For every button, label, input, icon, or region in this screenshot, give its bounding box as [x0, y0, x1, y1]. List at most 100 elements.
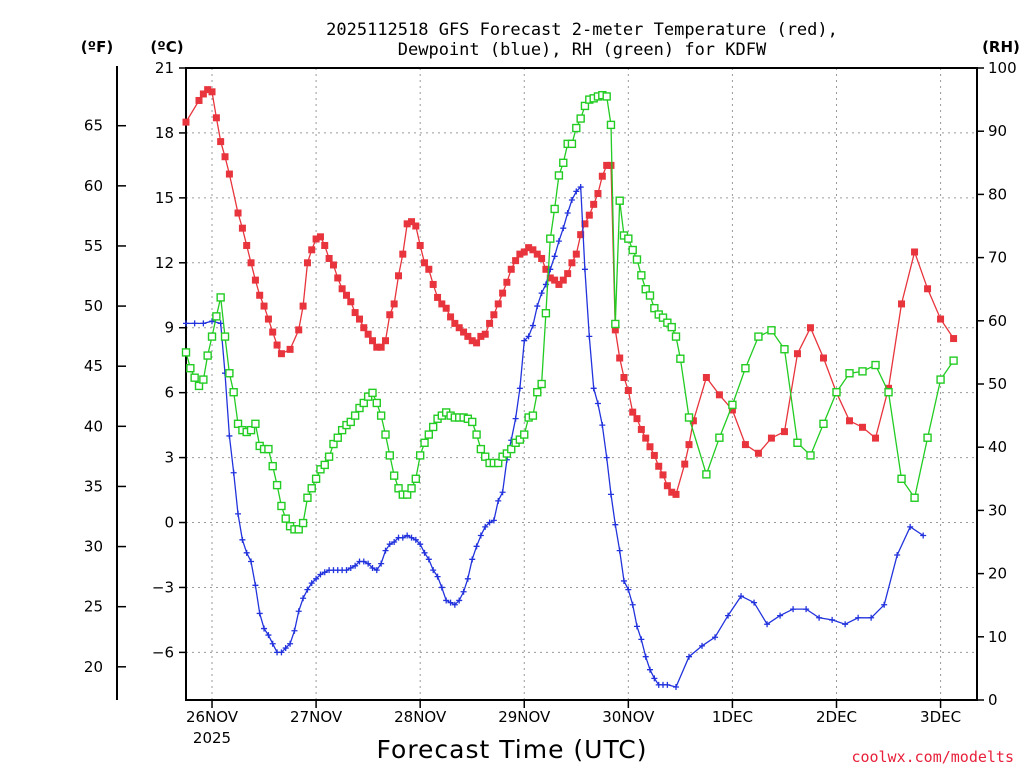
temperature-point — [503, 278, 511, 286]
dewpoint-point — [620, 577, 627, 584]
dewpoint-point — [300, 595, 307, 602]
dewpoint-point — [464, 575, 471, 582]
x-tick-label: 28NOV — [394, 708, 447, 726]
x-tick-label: 26NOV — [186, 708, 239, 726]
temperature-point — [568, 259, 576, 267]
temperature-point — [950, 335, 958, 343]
dewpoint-point — [430, 567, 437, 574]
temperature-point — [195, 96, 203, 104]
rh-point — [359, 398, 368, 408]
temperature-point — [685, 441, 693, 449]
rh-point — [207, 332, 217, 341]
rh-point — [225, 369, 234, 378]
dewpoint-point — [360, 558, 367, 565]
dewpoint-point — [317, 571, 324, 578]
temperature-point — [581, 220, 589, 228]
temperature-point — [429, 280, 437, 288]
rh-line — [185, 94, 955, 531]
rh-point — [277, 501, 286, 511]
dewpoint-series — [183, 184, 927, 691]
rh-point — [402, 490, 412, 499]
dewpoint-point — [686, 653, 693, 660]
dewpoint-point — [803, 606, 810, 613]
temperature-point — [351, 309, 359, 317]
fahrenheit-tick-label: 55 — [84, 237, 103, 255]
temperature-point — [234, 209, 242, 217]
dewpoint-point — [577, 184, 584, 191]
dewpoint-point — [313, 575, 320, 582]
celsius-tick-label: 3 — [164, 449, 174, 467]
temperature-point — [642, 434, 650, 442]
celsius-unit-label: (ºC) — [150, 38, 183, 56]
temperature-point — [637, 425, 645, 433]
temperature-point — [303, 259, 311, 267]
x-tick-label: 30NOV — [602, 708, 655, 726]
rh-point — [602, 92, 611, 101]
temperature-point — [533, 250, 541, 258]
rh-point — [181, 348, 191, 357]
temperature-series — [182, 86, 958, 498]
rh-point — [307, 484, 316, 493]
dewpoint-point — [646, 666, 653, 673]
temperature-point — [412, 222, 420, 230]
dewpoint-point — [365, 560, 372, 567]
dewpoint-point — [217, 320, 224, 327]
dewpoint-point — [382, 547, 389, 554]
rh-point — [220, 332, 230, 341]
temperature-point — [225, 170, 233, 178]
dewpoint-point — [434, 573, 441, 580]
dewpoint-point — [386, 541, 393, 548]
dewpoint-point — [673, 684, 680, 691]
dewpoint-point — [391, 539, 398, 545]
dewpoint-point — [347, 564, 354, 571]
temperature-point — [403, 220, 411, 228]
rh-point — [350, 411, 360, 420]
rh-point — [767, 326, 776, 335]
temperature-point — [585, 211, 593, 219]
fahrenheit-tick-label: 60 — [84, 177, 103, 195]
dewpoint-point — [287, 640, 294, 647]
dewpoint-point — [490, 517, 497, 524]
dewpoint-point — [417, 541, 424, 548]
temperature-point — [846, 417, 854, 425]
temperature-point — [390, 300, 398, 308]
temperature-point — [555, 280, 563, 288]
dewpoint-point — [529, 322, 536, 329]
temperature-point — [490, 311, 498, 319]
temperature-point — [650, 451, 658, 459]
temperature-point — [451, 319, 459, 327]
chart-title: 2025112518 GFS Forecast 2-meter Temperat… — [326, 20, 838, 40]
temperature-point — [898, 300, 906, 308]
dewpoint-point — [633, 623, 640, 630]
temperature-point — [299, 302, 307, 310]
dewpoint-point — [790, 606, 797, 613]
temperature-point — [620, 374, 628, 382]
temperature-point — [277, 350, 285, 358]
temperature-point — [633, 415, 641, 423]
dewpoint-point — [373, 567, 380, 574]
temperature-point — [286, 345, 294, 353]
celsius-tick-label: 12 — [155, 254, 174, 272]
rh-point — [533, 388, 542, 397]
temperature-point — [264, 315, 272, 323]
dewpoint-point — [881, 601, 888, 608]
rh-tick-label: 0 — [988, 691, 998, 709]
temperature-point — [421, 259, 429, 267]
dewpoint-point — [438, 584, 445, 591]
temperature-point — [715, 391, 723, 399]
rh-tick-label: 40 — [988, 438, 1007, 456]
dewpoint-point — [421, 549, 428, 556]
temperature-point — [859, 423, 867, 431]
dewpoint-point — [616, 547, 623, 554]
dewpoint-point — [443, 597, 450, 604]
rh-point — [897, 474, 906, 483]
temperature-point — [572, 250, 580, 258]
temperature-point — [672, 490, 680, 498]
celsius-tick-label: 6 — [164, 384, 174, 402]
chart-series — [181, 86, 958, 691]
temperature-point — [924, 285, 932, 293]
temperature-point — [520, 248, 528, 256]
dewpoint-point — [252, 582, 259, 589]
temperature-point — [603, 161, 611, 169]
